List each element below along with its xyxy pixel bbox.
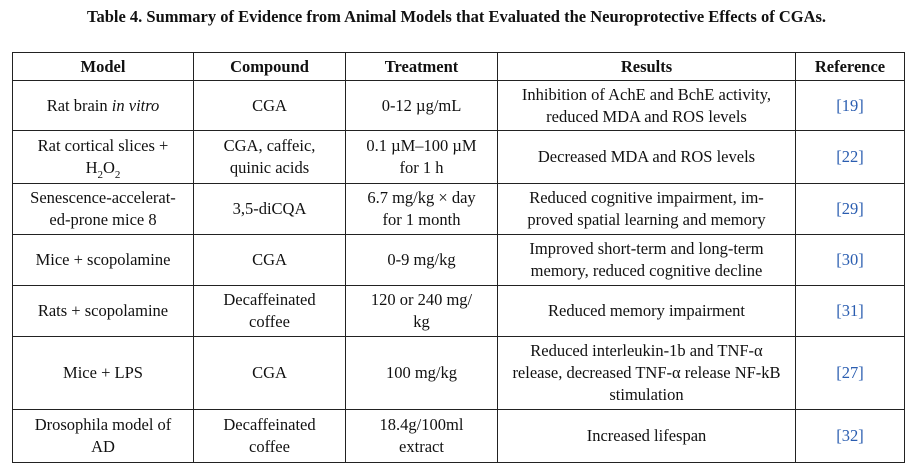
header-row: Model Compound Treatment Results Referen… [12,52,905,81]
cell-reference-link[interactable]: [30] [795,234,905,286]
cell-treatment: 6.7 mg/kg × day for 1 month [345,183,498,235]
cell-results: Increased lifespan [497,409,796,463]
cell-reference-link[interactable]: [19] [795,80,905,131]
cell-reference-link[interactable]: [22] [795,130,905,184]
table-row: Mice + LPS CGA 100 mg/kg Reduced interle… [12,336,905,410]
table-row: Mice + scopolamine CGA 0-9 mg/kg Improve… [12,234,905,286]
cell-results: Inhibition of AchE and BchE activity, red… [497,80,796,131]
cell-model: Senescence-accelerat-ed-prone mice 8 [12,183,194,235]
header-treatment: Treatment [345,52,498,81]
cell-results: Improved short-term and long-term memory,… [497,234,796,286]
table-row: Rats + scopolamine Decaffeinated coffee 1… [12,285,905,337]
cell-results: Reduced interleukin-1b and TNF-α release,… [497,336,796,410]
cell-treatment: 0-12 µg/mL [345,80,498,131]
cell-model: Mice + LPS [12,336,194,410]
cell-compound: CGA, caffeic, quinic acids [193,130,346,184]
cell-compound: CGA [193,80,346,131]
cell-treatment: 18.4g/100ml extract [345,409,498,463]
cell-model: Mice + scopolamine [12,234,194,286]
header-model: Model [12,52,194,81]
table-row: Rat cortical slices + H2O2 CGA, caffeic, q… [12,130,905,184]
cell-compound: Decaffeinated coffee [193,409,346,463]
header-reference: Reference [795,52,905,81]
cell-compound: Decaffeinated coffee [193,285,346,337]
cell-compound: 3,5-diCQA [193,183,346,235]
cell-reference-link[interactable]: [27] [795,336,905,410]
cell-treatment: 0-9 mg/kg [345,234,498,286]
cell-compound: CGA [193,336,346,410]
cell-treatment: 120 or 240 mg/kg [345,285,498,337]
cell-model: Rat cortical slices + H2O2 [12,130,194,184]
cell-results: Decreased MDA and ROS levels [497,130,796,184]
table-row: Drosophila model of AD Decaffeinated coffe… [12,409,905,463]
cell-results: Reduced cognitive impairment, im-proved … [497,183,796,235]
table-row: Senescence-accelerat-ed-prone mice 8 3,5… [12,183,905,235]
cell-treatment: 100 mg/kg [345,336,498,410]
cell-model: Rat brain in vitro [12,80,194,131]
cell-model: Drosophila model of AD [12,409,194,463]
cell-reference-link[interactable]: [29] [795,183,905,235]
evidence-table: Model Compound Treatment Results Referen… [12,52,905,463]
model-italic: in vitro [111,95,160,115]
cell-results: Reduced memory impairment [497,285,796,337]
header-results: Results [497,52,796,81]
header-compound: Compound [193,52,346,81]
cell-compound: CGA [193,234,346,286]
cell-model: Rats + scopolamine [12,285,194,337]
table-row: Rat brain in vitro CGA 0-12 µg/mL Inhibi… [12,80,905,131]
cell-reference-link[interactable]: [31] [795,285,905,337]
table-caption: Table 4. Summary of Evidence from Animal… [86,7,827,26]
cell-reference-link[interactable]: [32] [795,409,905,463]
cell-treatment: 0.1 µM–100 µM for 1 h [345,130,498,184]
